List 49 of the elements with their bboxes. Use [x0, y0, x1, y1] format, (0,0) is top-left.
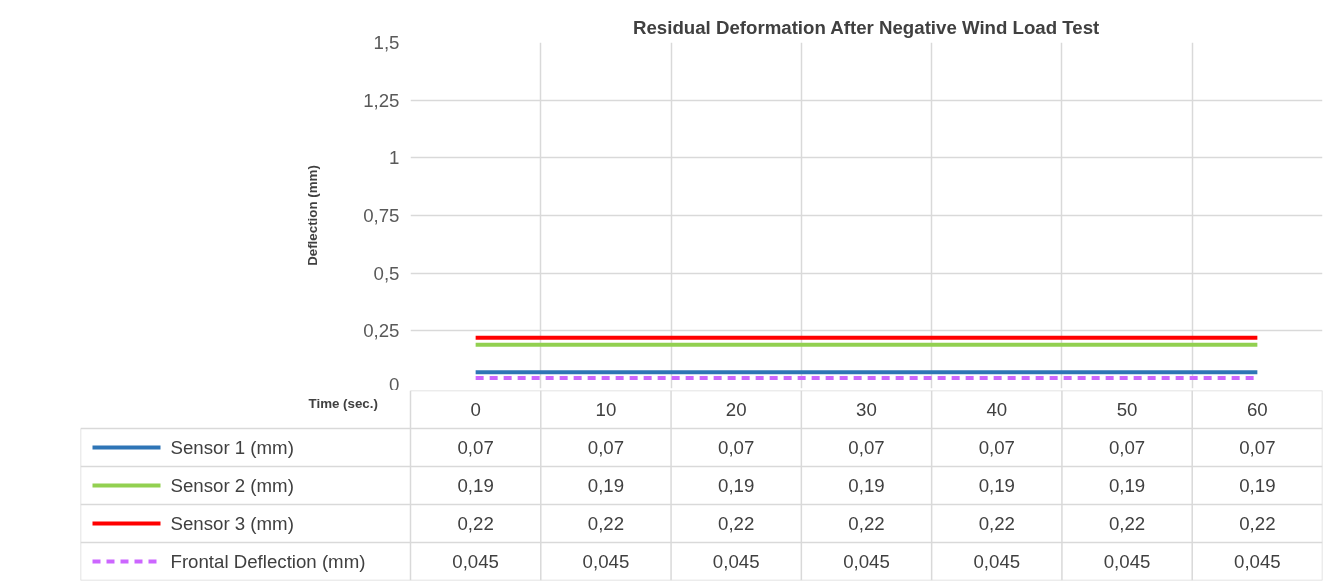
- data-label: 0,22: [457, 513, 494, 534]
- data-label: 0,045: [582, 551, 630, 572]
- data-label: 0,22: [978, 513, 1015, 534]
- legend-label: Sensor 3 (mm): [170, 513, 294, 534]
- data-label: 0,19: [1108, 475, 1146, 496]
- y-tick-label: 1,25: [363, 89, 400, 111]
- data-label: 0,19: [848, 475, 885, 496]
- y-tick-label: 0,25: [363, 320, 400, 342]
- data-label: 0,07: [978, 437, 1015, 458]
- data-label: 0,07: [1108, 437, 1146, 458]
- data-label: 0,045: [712, 551, 760, 572]
- data-label: 0,22: [1108, 513, 1146, 534]
- legend-label: Sensor 1 (mm): [170, 437, 294, 458]
- legend-label: Sensor 2 (mm): [170, 475, 294, 496]
- y-tick-label: 1,5: [373, 32, 400, 53]
- data-label: 0,045: [973, 551, 1021, 572]
- y-tick-label: 1: [389, 147, 400, 169]
- data-label: 0,045: [452, 551, 499, 572]
- y-tick-label: 0,5: [373, 262, 400, 284]
- x-axis-title: Time (sec.): [308, 396, 378, 412]
- x-tick-label: 0: [470, 399, 481, 420]
- y-axis-title: Deflection (mm): [305, 165, 321, 266]
- data-label: 0,07: [457, 437, 494, 458]
- x-tick-label: 60: [1246, 399, 1268, 420]
- x-tick-label: 40: [986, 399, 1008, 420]
- y-tick-label: 0: [389, 373, 400, 395]
- x-tick-label: 20: [725, 399, 747, 420]
- data-label: 0,19: [718, 475, 755, 496]
- data-label: 0,19: [457, 475, 494, 496]
- data-label: 0,19: [1239, 475, 1276, 496]
- x-tick-label: 30: [856, 399, 877, 420]
- data-label: 0,22: [848, 513, 885, 534]
- data-label: 0,07: [587, 437, 625, 458]
- data-label: 0,045: [1103, 551, 1151, 572]
- data-label: 0,045: [843, 551, 890, 572]
- data-label: 0,22: [718, 513, 755, 534]
- y-tick-label: 0,75: [363, 205, 400, 226]
- data-label: 0,07: [1239, 437, 1276, 458]
- data-label: 0,22: [587, 513, 625, 534]
- x-tick-label: 50: [1116, 399, 1138, 420]
- data-label: 0,07: [848, 437, 885, 458]
- legend-label: Frontal Deflection (mm): [170, 551, 366, 572]
- chart-title: Residual Deformation After Negative Wind Load Test: [633, 16, 1100, 38]
- data-label: 0,07: [718, 437, 755, 458]
- data-label: 0,045: [1234, 551, 1281, 572]
- x-tick-label: 10: [595, 399, 617, 420]
- data-label: 0,22: [1239, 513, 1276, 534]
- data-label: 0,19: [587, 475, 625, 496]
- data-label: 0,19: [978, 475, 1015, 496]
